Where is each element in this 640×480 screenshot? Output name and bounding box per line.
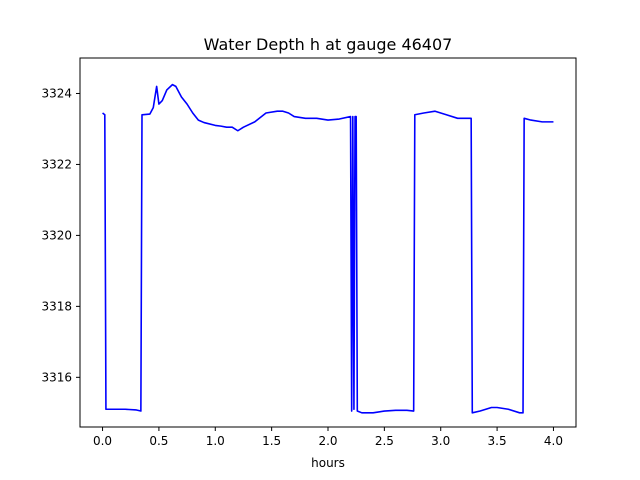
x-tick-label: 1.5 xyxy=(262,434,281,448)
x-tick-label: 2.5 xyxy=(375,434,394,448)
plot-frame xyxy=(79,57,577,428)
y-tick-label: 3318 xyxy=(41,299,72,313)
series-line-0 xyxy=(102,83,554,414)
x-axis-label: hours xyxy=(311,456,345,470)
x-tick-label: 2.0 xyxy=(318,434,337,448)
x-tick-label: 0.5 xyxy=(149,434,168,448)
y-axis-ticks: 3316 3318 3320 3322 3324 xyxy=(41,86,80,384)
y-tick-label: 3322 xyxy=(41,157,72,171)
x-tick-label: 4.0 xyxy=(544,434,563,448)
x-tick-label: 0.0 xyxy=(93,434,112,448)
y-tick-label: 3316 xyxy=(41,370,72,384)
x-axis-ticks: 0.0 0.5 1.0 1.5 2.0 2.5 3.0 3.5 4.0 xyxy=(93,427,563,448)
x-tick-label: 3.5 xyxy=(488,434,507,448)
plot-layer xyxy=(102,83,554,414)
x-tick-label: 1.0 xyxy=(206,434,225,448)
y-tick-label: 3324 xyxy=(41,86,72,100)
y-tick-label: 3320 xyxy=(41,228,72,242)
chart-title: Water Depth h at gauge 46407 xyxy=(204,35,453,54)
x-tick-label: 3.0 xyxy=(431,434,450,448)
